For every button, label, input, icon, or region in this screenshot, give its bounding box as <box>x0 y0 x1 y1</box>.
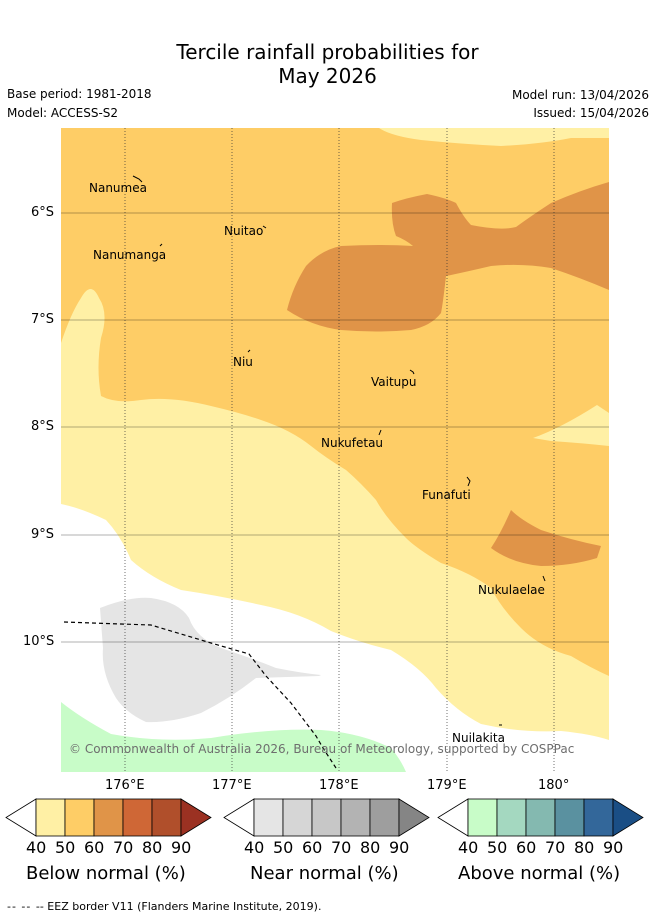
model-run-text: Model run: 13/04/2026 <box>511 88 649 102</box>
below-60-70-north-region <box>287 182 609 332</box>
lon-label-177e: 177°E <box>212 778 252 793</box>
below-tick-70: 70 <box>113 838 134 857</box>
near-tick-60: 60 <box>302 838 323 857</box>
below-normal-colorbar <box>5 798 212 837</box>
below-tick-80: 80 <box>142 838 163 857</box>
lat-label-9s: 9°S <box>31 527 55 542</box>
lat-label-10s: 10°S <box>23 634 55 649</box>
below-tick-90: 90 <box>171 838 192 857</box>
latitude-gridlines <box>61 212 609 643</box>
island-nanumanga-mark <box>159 243 163 247</box>
island-nanumea-mark <box>132 175 143 183</box>
issued-text: Issued: 15/04/2026 <box>533 106 649 120</box>
lat-label-8s: 8°S <box>31 419 55 434</box>
near-tick-80: 80 <box>360 838 381 857</box>
above-normal-region <box>61 702 406 772</box>
eez-dash-prefix: -- -- <box>7 900 36 913</box>
above-colorbar-segment-4 <box>554 798 585 837</box>
above-normal-label: Above normal (%) <box>458 863 621 884</box>
island-vaitupu-mark <box>409 369 415 375</box>
near-tick-40: 40 <box>244 838 265 857</box>
lon-label-176e: 176°E <box>105 778 145 793</box>
above-tick-50: 50 <box>487 838 508 857</box>
below-colorbar-max-extend <box>180 798 212 837</box>
above-colorbar-segment-1 <box>467 798 498 837</box>
island-nukufetau-mark <box>378 429 382 436</box>
eez-legend-label: -- EEZ border V11 (Flanders Marine Insti… <box>35 900 322 913</box>
base-period-text: Base period: 1981-2018 <box>7 87 152 101</box>
above-tick-60: 60 <box>516 838 537 857</box>
place-nukufetau: Nukufetau <box>321 436 384 450</box>
near-colorbar-max-extend <box>398 798 430 837</box>
below-60-70-south-region <box>491 510 601 566</box>
model-text: Model: ACCESS-S2 <box>7 106 119 120</box>
place-nuitao: Nuitao <box>224 224 264 238</box>
below-colorbar-segment-3 <box>93 798 124 837</box>
colorbars <box>5 798 644 837</box>
place-nuilakita: Nuilakita <box>452 731 505 745</box>
place-nanumanga: Nanumanga <box>93 248 167 262</box>
near-colorbar-segment-4 <box>340 798 371 837</box>
above-colorbar-max-extend <box>612 798 644 837</box>
near-normal-region <box>100 597 321 723</box>
map-title-line1: Tercile rainfall probabilities for <box>176 40 479 64</box>
above-tick-90: 90 <box>603 838 624 857</box>
above-colorbar-segment-3 <box>525 798 556 837</box>
map-title-line2: May 2026 <box>278 64 377 88</box>
near-colorbar-segment-5 <box>369 798 400 837</box>
near-normal-colorbar <box>223 798 430 837</box>
island-funafuti-mark <box>466 476 471 487</box>
eez-legend-text: -- -- -- EEZ border V11 (Flanders Marine… <box>7 900 321 913</box>
place-funafuti: Funafuti <box>422 488 471 502</box>
below-normal-label: Below normal (%) <box>26 863 186 884</box>
below-tick-40: 40 <box>26 838 47 857</box>
copyright-text: © Commonwealth of Australia 2026, Bureau… <box>69 742 575 756</box>
near-normal-label: Near normal (%) <box>250 863 399 884</box>
above-normal-colorbar <box>437 798 644 837</box>
island-nuitao-mark <box>262 225 267 229</box>
below-tick-60: 60 <box>84 838 105 857</box>
near-colorbar-min-extend <box>223 798 255 837</box>
lat-label-7s: 7°S <box>31 312 55 327</box>
rainfall-probability-map <box>61 128 609 772</box>
lon-label-179e: 179°E <box>427 778 467 793</box>
lat-label-6s: 6°S <box>31 205 55 220</box>
lon-label-180: 180° <box>538 778 570 793</box>
below-colorbar-segment-1 <box>35 798 66 837</box>
above-tick-70: 70 <box>545 838 566 857</box>
above-colorbar-min-extend <box>437 798 469 837</box>
below-colorbar-min-extend <box>5 798 37 837</box>
above-tick-40: 40 <box>458 838 479 857</box>
near-tick-50: 50 <box>273 838 294 857</box>
below-colorbar-segment-4 <box>122 798 153 837</box>
island-nukulaelae-mark <box>542 575 546 582</box>
place-nukulaelae: Nukulaelae <box>478 583 545 597</box>
near-tick-90: 90 <box>389 838 410 857</box>
eez-border-line <box>63 621 337 769</box>
above-colorbar-segment-2 <box>496 798 527 837</box>
place-nanumea: Nanumea <box>89 181 147 195</box>
near-colorbar-segment-2 <box>282 798 313 837</box>
near-colorbar-segment-3 <box>311 798 342 837</box>
near-colorbar-segment-1 <box>253 798 284 837</box>
place-vaitupu: Vaitupu <box>371 375 417 389</box>
island-marks <box>132 175 546 726</box>
island-niu-mark <box>247 349 251 353</box>
near-tick-70: 70 <box>331 838 352 857</box>
longitude-gridlines <box>124 128 555 772</box>
below-colorbar-segment-5 <box>151 798 182 837</box>
below-40-50-patch <box>533 405 609 446</box>
above-colorbar-segment-5 <box>583 798 614 837</box>
place-niu: Niu <box>233 355 253 369</box>
below-colorbar-segment-2 <box>64 798 95 837</box>
below-tick-50: 50 <box>55 838 76 857</box>
lon-label-178e: 178°E <box>319 778 359 793</box>
above-tick-80: 80 <box>574 838 595 857</box>
